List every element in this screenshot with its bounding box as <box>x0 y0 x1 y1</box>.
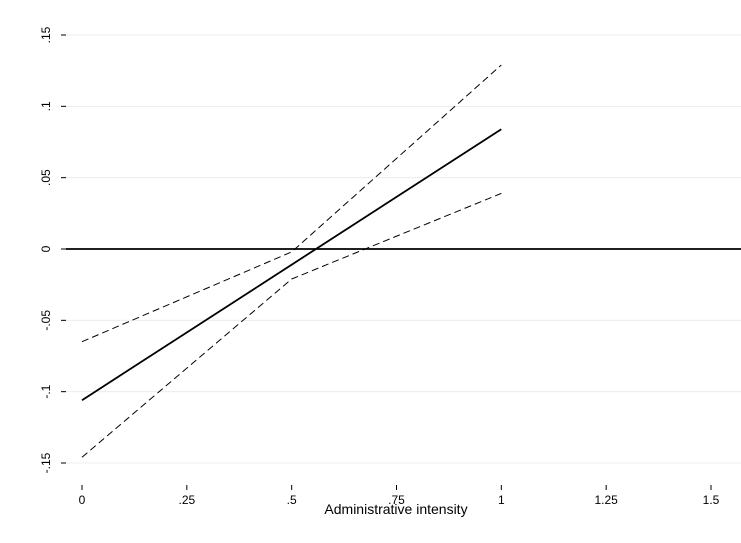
plot-background <box>66 0 741 485</box>
x-tick-label-1: .25 <box>178 493 195 507</box>
x-axis-label: Administrative intensity <box>324 501 467 517</box>
x-tick-label-3: .75 <box>388 493 405 507</box>
x-tick-label-6: 1.5 <box>703 493 720 507</box>
y-tick-label-4: .05 <box>39 169 53 186</box>
series-line-0-solid <box>81 128 502 401</box>
axes: -.15 -.1 -.05 0 .05 .1 .15 0 .25 .5 .75 1 1.25 1.5 <box>39 26 720 507</box>
x-tick-label-4: 1 <box>498 493 505 507</box>
y-tick-label-6: .15 <box>39 26 53 43</box>
x-tick-label-0: 0 <box>79 493 86 507</box>
y-tick-label-5: .1 <box>39 101 53 111</box>
series-line-2-dashed <box>81 192 502 458</box>
x-tick-label-2: .5 <box>287 493 297 507</box>
grid-lines <box>66 34 741 464</box>
y-tick-label-1: -.1 <box>39 384 53 398</box>
x-tick-label-5: 1.25 <box>594 493 618 507</box>
series-lines <box>81 64 502 458</box>
y-tick-label-0: -.15 <box>39 452 53 473</box>
y-tick-label-3: 0 <box>39 245 53 252</box>
y-tick-label-2: -.05 <box>39 310 53 331</box>
